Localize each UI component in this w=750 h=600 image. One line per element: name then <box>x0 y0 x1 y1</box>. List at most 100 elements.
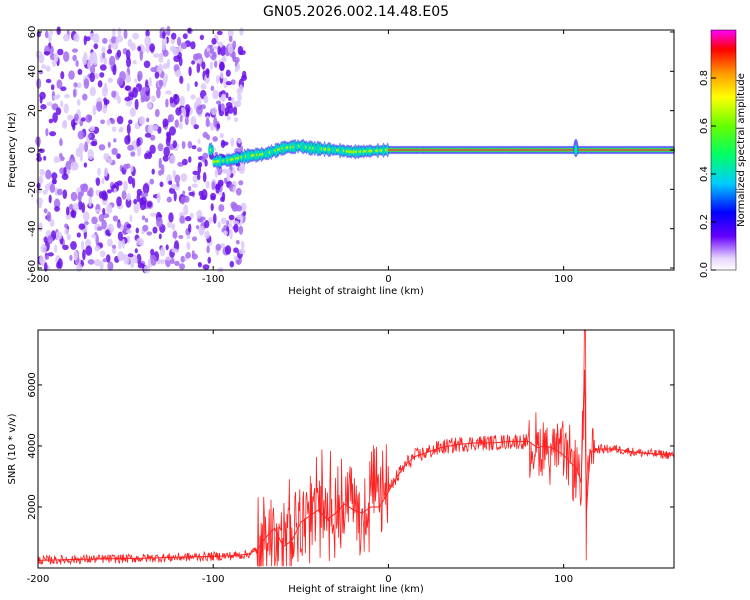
spectrogram-x-tick-label: 100 <box>554 274 573 285</box>
spectrogram-noise-blob <box>228 222 233 229</box>
spectrogram-noise-blob <box>130 42 136 51</box>
spectrogram-noise-blob <box>206 245 210 254</box>
spectrogram-noise-blob <box>103 167 108 177</box>
spectrogram-noise-blob <box>136 253 142 265</box>
spectrogram-y-label: Frequency (Hz) <box>7 112 18 188</box>
spectrogram-noise-blob <box>36 197 43 206</box>
colorbar-label: Normalized spectral amplitude <box>736 73 747 227</box>
spectrogram-noise-blob <box>191 60 196 65</box>
spectrogram-noise-blob <box>161 36 167 45</box>
spectrogram-noise-blob <box>132 60 137 65</box>
spectrogram-noise-blob <box>38 53 45 64</box>
spectrogram-noise-blob <box>112 215 118 222</box>
spectrogram-noise-blob <box>213 213 217 224</box>
spectrogram-noise-blob <box>80 183 87 190</box>
spectrogram-noise-blob <box>221 55 227 63</box>
spectrogram-noise-blob <box>89 72 95 83</box>
spectrogram-noise-blob <box>138 115 146 125</box>
spectrogram-noise-blob <box>91 234 97 239</box>
spectrogram-noise-blob <box>232 220 239 225</box>
spectrogram-noise-blob <box>178 263 186 270</box>
spectrogram-noise-blob <box>171 223 176 231</box>
spectrogram-noise-blob <box>239 27 244 36</box>
spectrogram-noise-blob <box>91 216 98 225</box>
spectrogram-noise-blob <box>123 163 129 170</box>
spectrogram-noise-blob <box>75 147 82 158</box>
spectrogram-noise-blob <box>99 72 105 78</box>
spectrogram-noise-blob <box>98 191 104 199</box>
spectrogram-noise-blob <box>62 51 70 62</box>
spectrogram-noise-blob <box>162 118 169 127</box>
spectrogram-noise-blob <box>48 118 54 124</box>
colorbar: 0.0 0.2 0.4 0.6 0.8 Normalized spectral ampl… <box>699 29 747 278</box>
spectrogram-noise-blob <box>174 119 179 128</box>
spectrogram-noise-blob <box>103 153 110 161</box>
spectrogram-noise-blob <box>220 217 227 224</box>
spectrogram-noise-blob <box>158 157 162 169</box>
spectrogram-noise-blob <box>218 204 225 212</box>
spectrogram-noise-blob <box>236 88 240 96</box>
spectrogram-noise-blob <box>194 81 198 87</box>
spectrogram-noise-blob <box>152 124 159 131</box>
snr-y-tick-label: 4000 <box>27 433 38 458</box>
spectrogram-noise-blob <box>178 212 185 217</box>
spectrogram-noise-blob <box>187 186 192 192</box>
spectrogram-noise-blob <box>118 239 122 250</box>
spectrogram-noise-blob <box>204 220 210 229</box>
spectrogram-noise-blob <box>196 147 203 153</box>
spectrogram-noise-blob <box>109 55 116 66</box>
spectrogram-noise-blob <box>68 70 75 80</box>
spectrogram-noise-blob <box>160 259 165 265</box>
spectrogram-noise-blob <box>228 35 233 43</box>
spectrogram-noise-blob <box>125 229 133 234</box>
spectrogram-noise-blob <box>232 186 236 194</box>
spectrogram-noise-blob <box>88 196 92 207</box>
spectrogram-noise-blob <box>90 140 98 147</box>
spectrogram-noise-blob <box>219 45 227 56</box>
spectrogram-noise-blob <box>232 40 237 49</box>
spectrogram-noise-blob <box>136 145 142 157</box>
spectrogram-noise-blob <box>46 101 53 107</box>
spectrogram-noise-blob <box>176 36 182 47</box>
spectrogram-noise-blob <box>70 241 77 250</box>
spectrogram-noise-blob <box>177 161 184 167</box>
spectrogram-noise-blob <box>82 211 90 222</box>
spectrogram-noise-blob <box>134 248 138 254</box>
snr-frame <box>37 329 675 569</box>
spectrogram-noise-blob <box>103 97 107 103</box>
spectrogram-noise-blob <box>38 69 44 75</box>
colorbar-tick-label: 0.6 <box>699 118 710 134</box>
spectrogram-noise-blob <box>85 114 92 123</box>
spectrogram-noise-blob <box>190 116 197 127</box>
spectrogram-noise-blob <box>171 248 179 253</box>
spectrogram-noise-blob <box>93 33 100 44</box>
spectrogram-noise-blob <box>196 225 200 230</box>
spectrogram-noise-blob <box>147 124 154 135</box>
spectrogram-noise-blob <box>42 189 48 195</box>
spectrogram-noise-blob <box>227 29 234 38</box>
spectrogram-noise-blob <box>172 169 176 178</box>
spectrogram-noise <box>35 25 247 274</box>
spectrogram-noise-blob <box>178 235 184 239</box>
spectrogram-noise-blob <box>101 219 107 230</box>
spectrogram-noise-blob <box>39 255 44 264</box>
spectrogram-noise-blob <box>198 190 204 197</box>
spectrogram-noise-blob <box>169 96 174 104</box>
spectrogram-noise-blob <box>200 216 206 221</box>
spectrogram-noise-blob <box>50 84 55 91</box>
spectrogram-noise-blob <box>226 115 231 121</box>
spectrogram-x-tick-label: -200 <box>27 274 50 285</box>
spectrogram-noise-blob <box>129 165 134 173</box>
spectrogram-noise-blob <box>198 161 203 168</box>
spectrogram-noise-blob <box>74 113 79 122</box>
spectrogram-noise-blob <box>38 222 43 232</box>
spectrogram-noise-blob <box>154 108 160 118</box>
spectrogram-x-ticks: -200 -100 0 100 <box>27 30 573 285</box>
spectrogram-noise-blob <box>166 25 171 36</box>
spectrogram-noise-blob <box>112 126 117 132</box>
spectrogram-noise-blob <box>90 65 96 75</box>
spectrogram-noise-blob <box>156 192 161 204</box>
spectrogram-noise-blob <box>39 168 45 176</box>
spectrogram-y-tick-label: -40 <box>27 221 38 237</box>
spectrogram-noise-blob <box>188 223 192 233</box>
